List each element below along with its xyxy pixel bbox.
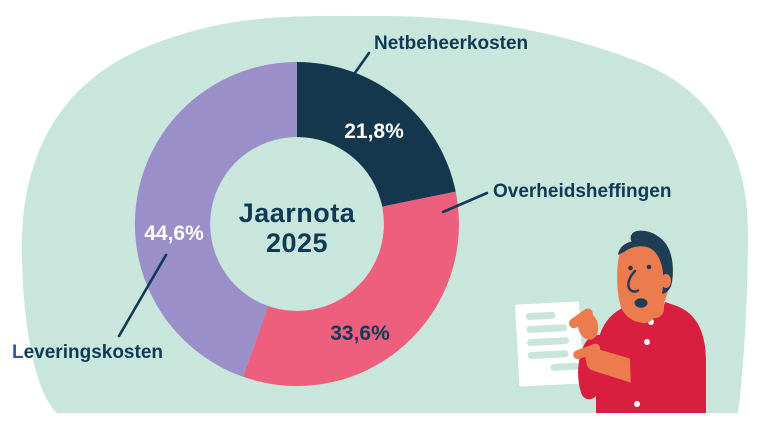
- pointing-finger: [573, 343, 601, 360]
- leader-line-overheidsheffingen: [441, 191, 489, 214]
- document-line: [550, 362, 580, 371]
- man-head: [617, 238, 671, 324]
- label-leveringskosten-rest: everingskosten: [24, 342, 163, 363]
- mouth: [634, 298, 648, 308]
- shirt-button: [634, 401, 640, 407]
- document-line: [526, 324, 568, 334]
- nose: [627, 269, 640, 293]
- document-line: [525, 311, 556, 321]
- label-netbeheerkosten: Netbeheerkosten: [374, 33, 528, 54]
- category-labels: Netbeheerkosten Overheidsheffingen Lever…: [12, 33, 671, 363]
- left-eye: [628, 265, 633, 271]
- man-right-sleeve-cuff: [629, 344, 670, 399]
- donut-center-title-line2: 2025: [266, 228, 328, 258]
- man-face: [627, 264, 652, 308]
- man-left-hand: [568, 308, 599, 340]
- man-ear: [661, 274, 671, 288]
- segment-overheidsheffingen: [243, 191, 459, 387]
- donut-chart: Jaarnota 2025 21,8% 33,6% 44,6%: [134, 61, 459, 387]
- leader-line-netbeheerkosten: [350, 51, 371, 79]
- label-leveringskosten-first-letter: L: [12, 342, 24, 363]
- value-netbeheerkosten: 21,8%: [344, 120, 404, 143]
- leader-line-leveringskosten: [117, 253, 168, 338]
- man-holding-document-illustration: [515, 230, 706, 413]
- man-right-forearm: [584, 347, 642, 384]
- document-line: [527, 350, 569, 360]
- man-hair: [618, 230, 673, 294]
- right-eye: [646, 264, 652, 270]
- value-leveringskosten: 44,6%: [144, 222, 204, 245]
- document-text-lines: [525, 311, 580, 371]
- document: [515, 301, 584, 387]
- left-thumb: [568, 308, 593, 329]
- label-overheidsheffingen: Overheidsheffingen: [493, 181, 671, 202]
- value-overheidsheffingen: 33,6%: [330, 322, 390, 345]
- segment-leveringskosten: [134, 61, 297, 377]
- donut-center-title-line1: Jaarnota: [239, 198, 356, 228]
- document-line: [527, 337, 570, 347]
- segment-netbeheerkosten: [297, 62, 456, 207]
- shirt-button: [644, 339, 650, 345]
- leader-lines: [117, 51, 489, 338]
- label-leveringskosten: Leveringskosten: [12, 342, 163, 363]
